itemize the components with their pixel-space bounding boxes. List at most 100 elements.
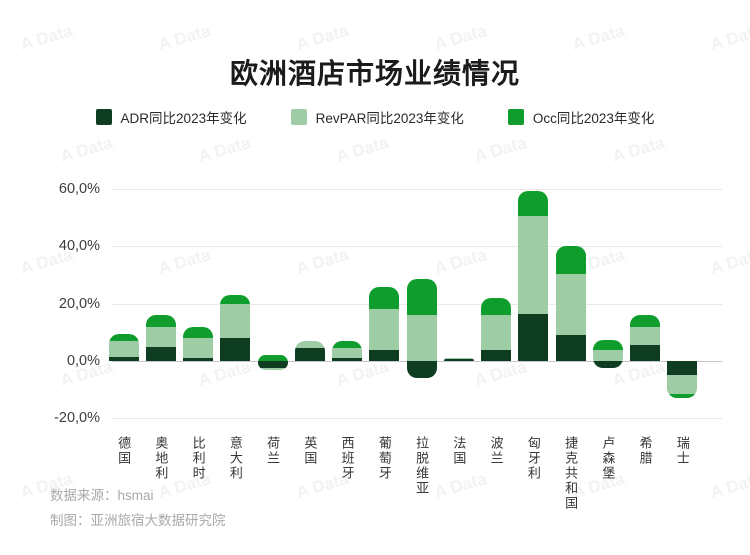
bar-segment — [183, 338, 214, 359]
bar-segment — [406, 360, 437, 379]
bar-column — [552, 175, 589, 428]
bar-segment — [257, 368, 288, 370]
bar-column — [627, 175, 664, 428]
x-label-cell: 奥地利 — [142, 436, 179, 511]
bar-segment — [257, 360, 288, 369]
bar-column — [217, 175, 254, 428]
bar-column — [440, 175, 477, 428]
watermark-text: A Data — [432, 21, 489, 54]
bar-segment — [332, 358, 363, 361]
legend-item-revpar: RevPAR同比2023年变化 — [290, 107, 464, 127]
x-label-cell: 英国 — [291, 436, 328, 511]
bar-stack — [555, 246, 586, 361]
bar-segment — [369, 286, 400, 310]
watermark-text: A Data — [156, 21, 213, 54]
x-label-cell: 匈牙利 — [515, 436, 552, 511]
x-axis-category-label: 西班牙 — [339, 436, 355, 481]
bar-segment — [555, 273, 586, 336]
x-label-cell: 卢森堡 — [589, 436, 626, 511]
legend-item-occ: Occ同比2023年变化 — [507, 107, 654, 127]
bar-segment — [108, 356, 139, 361]
footer: 数据来源：hsmai 制图：亚洲旅宿大数据研究院 — [50, 483, 226, 533]
bar-segment — [220, 303, 251, 339]
bar-segment — [145, 326, 176, 347]
bar-column — [105, 175, 142, 428]
bar-segment — [630, 326, 661, 346]
bar-segment — [518, 216, 549, 314]
bars-row — [105, 175, 701, 428]
x-axis-category-label: 捷克共和国 — [563, 436, 579, 511]
bar-segment — [592, 349, 623, 361]
bar-segment — [518, 313, 549, 361]
bar-segment — [667, 393, 698, 399]
bar-segment — [481, 349, 512, 361]
bar-segment — [592, 339, 623, 350]
bar-segment — [145, 315, 176, 327]
bar-column — [403, 175, 440, 428]
bar-stack — [630, 315, 661, 361]
bar-stack — [332, 340, 363, 361]
watermark-text: A Data — [610, 133, 667, 166]
bar-segment — [220, 338, 251, 361]
bar-stack — [257, 355, 288, 370]
x-label-cell: 拉脱维亚 — [403, 436, 440, 511]
bar-stack — [369, 286, 400, 361]
bar-segment — [518, 190, 549, 217]
bar-segment — [555, 335, 586, 361]
watermark-text: A Data — [58, 133, 115, 166]
x-axis-category-label: 法国 — [451, 436, 467, 466]
legend: ADR同比2023年变化 RevPAR同比2023年变化 Occ同比2023年变… — [0, 107, 750, 127]
x-axis-category-label: 奥地利 — [153, 436, 169, 481]
bar-segment — [145, 346, 176, 361]
x-axis-labels: 德国 奥地利 比利时 意大利 荷兰 英国 西班牙 葡萄牙 拉脱维亚 法国 波兰 匈牙利 捷克共和国 卢森堡… — [105, 436, 701, 511]
x-label-cell: 希腊 — [627, 436, 664, 511]
bar-stack — [145, 315, 176, 361]
revpar-swatch-icon — [290, 109, 307, 125]
watermark-text: A Data — [708, 21, 750, 54]
bar-segment — [630, 315, 661, 327]
bar-stack — [220, 295, 251, 361]
adr-swatch-icon — [95, 109, 112, 125]
bar-stack — [592, 339, 623, 369]
watermark-text: A Data — [18, 21, 75, 54]
bar-segment — [369, 309, 400, 350]
bar-column — [664, 175, 701, 428]
bar-segment — [108, 333, 139, 341]
y-tick-label: 20,0% — [58, 295, 100, 312]
bar-segment — [332, 348, 363, 359]
x-label-cell: 波兰 — [478, 436, 515, 511]
bar-segment — [481, 315, 512, 350]
bar-column — [515, 175, 552, 428]
x-axis-category-label: 希腊 — [637, 436, 653, 466]
bar-segment — [406, 315, 437, 361]
bar-column — [329, 175, 366, 428]
bar-segment — [257, 355, 288, 361]
x-axis-category-label: 葡萄牙 — [376, 436, 392, 481]
x-axis-category-label: 荷兰 — [265, 436, 281, 466]
bar-segment — [481, 297, 512, 316]
x-axis-category-label: 匈牙利 — [525, 436, 541, 481]
bar-stack — [481, 297, 512, 361]
bar-column — [254, 175, 291, 428]
x-axis-category-label: 德国 — [116, 436, 132, 466]
bar-segment — [220, 295, 251, 304]
watermark-text: A Data — [334, 133, 391, 166]
bar-column — [366, 175, 403, 428]
x-axis-category-label: 瑞士 — [674, 436, 690, 466]
bar-segment — [294, 348, 325, 361]
data-source-text: 数据来源：hsmai — [50, 488, 154, 503]
y-tick-label: 40,0% — [58, 238, 100, 255]
x-label-cell: 葡萄牙 — [366, 436, 403, 511]
bar-segment — [443, 358, 474, 359]
bar-segment — [406, 279, 437, 316]
bar-stack — [667, 361, 698, 399]
watermark-text: A Data — [472, 133, 529, 166]
occ-swatch-icon — [507, 109, 524, 125]
bar-segment — [555, 246, 586, 274]
bar-column — [142, 175, 179, 428]
plot-area: 60,0% 40,0% 20,0% 0,0% -20,0% — [0, 175, 750, 428]
bar-segment — [108, 340, 139, 357]
x-label-cell: 意大利 — [217, 436, 254, 511]
x-axis-category-label: 拉脱维亚 — [414, 436, 430, 496]
